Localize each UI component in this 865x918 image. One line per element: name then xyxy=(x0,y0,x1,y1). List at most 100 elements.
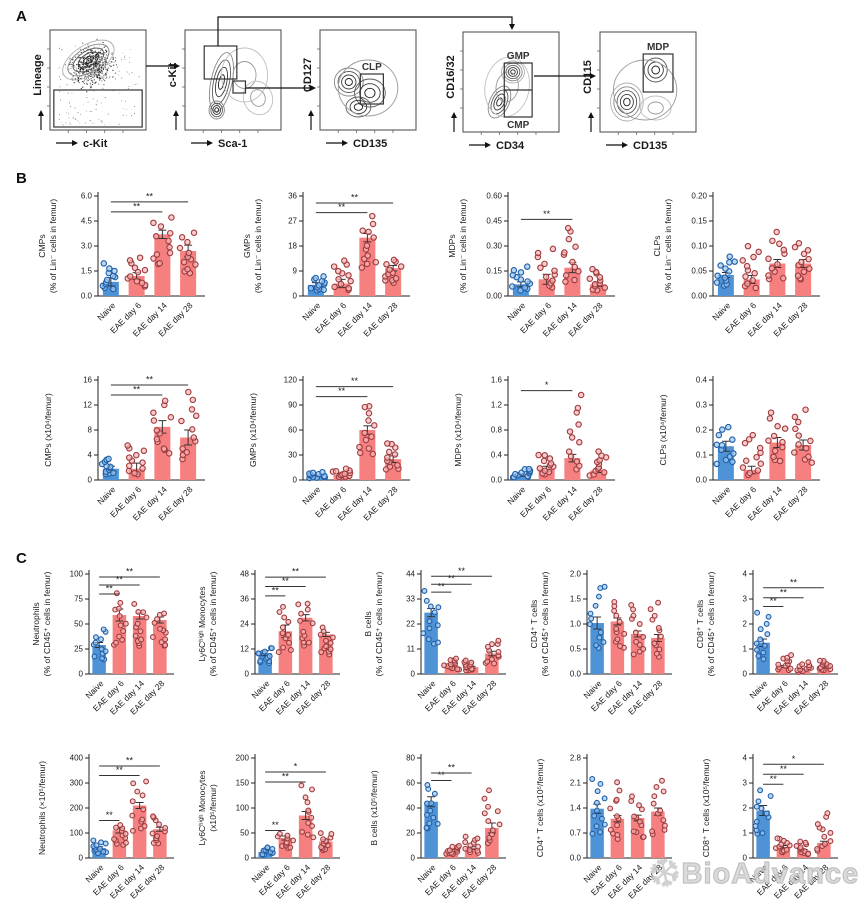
dot xyxy=(268,645,275,652)
dot xyxy=(365,417,372,424)
dot xyxy=(574,404,582,412)
dot xyxy=(726,253,733,260)
y-tick-label: 0 xyxy=(411,670,416,679)
dot xyxy=(750,253,757,261)
dot xyxy=(111,836,118,843)
dot xyxy=(546,455,554,462)
dot xyxy=(364,252,371,259)
dot xyxy=(593,642,600,649)
dot xyxy=(743,262,751,270)
y-tick-label: 0.45 xyxy=(486,217,502,226)
x-tick-label: Naive xyxy=(505,300,527,322)
dot xyxy=(386,266,393,273)
dot xyxy=(742,457,750,464)
dot xyxy=(133,277,141,285)
significance-label: ** xyxy=(272,820,280,830)
y-axis-title: (% of Lin⁻ cells in femur) xyxy=(663,199,673,293)
dot xyxy=(661,822,668,829)
dot xyxy=(753,640,760,647)
dot xyxy=(636,802,642,809)
dot xyxy=(594,788,601,795)
dot xyxy=(130,780,137,787)
dot xyxy=(309,469,317,477)
y-tick-label: 33 xyxy=(406,595,415,604)
significance-label: ** xyxy=(116,575,124,585)
dot xyxy=(521,284,529,291)
dot xyxy=(132,632,139,639)
dot xyxy=(93,842,100,849)
dot xyxy=(139,465,146,472)
dot xyxy=(616,787,623,794)
dot xyxy=(541,467,549,474)
dot xyxy=(660,817,667,824)
dot xyxy=(319,624,326,631)
chart-b-cells-pct: 0 11 22 33 44 B cells (% of CD45⁺ cells in fem… xyxy=(363,566,506,717)
significance-label: ** xyxy=(438,582,446,592)
flow-x-axis-label: c-Kit xyxy=(83,138,108,150)
y-axis-title: (% of CD45⁺ cells in femur) xyxy=(42,571,52,676)
dot xyxy=(117,622,124,629)
chart-cd4-t-cells-abs: 0.0 0.7 1.4 2.1 2.8 CD4⁺ T cells (x10⁵/femur)… xyxy=(535,754,672,901)
dot xyxy=(657,633,664,640)
dot xyxy=(489,827,496,834)
dot xyxy=(596,274,604,281)
y-tick-label: 0.0 xyxy=(696,476,708,485)
dot xyxy=(524,278,531,285)
y-axis-title: (% of Lin⁻ cells in femur) xyxy=(253,199,263,293)
significance-label: * xyxy=(545,380,549,390)
dot xyxy=(827,838,834,845)
y-tick-label: 16 xyxy=(83,376,92,385)
y-tick-label: 0 xyxy=(88,476,93,485)
dot xyxy=(787,665,794,672)
dot xyxy=(630,828,637,835)
dot xyxy=(188,406,196,413)
dot xyxy=(601,795,608,802)
y-axis-title: Ly6Cʰⁱᵍʰ Monocytes xyxy=(197,770,207,845)
dot xyxy=(369,212,376,220)
y-tick-label: 4 xyxy=(88,451,93,460)
dot xyxy=(755,248,762,256)
dot xyxy=(134,788,141,795)
dot xyxy=(165,450,173,457)
dot xyxy=(131,264,139,272)
dot xyxy=(91,653,98,660)
y-tick-label: 36 xyxy=(288,192,297,201)
dot xyxy=(628,798,635,805)
y-tick-label: 24 xyxy=(240,620,249,629)
panel-b-label: B xyxy=(16,170,27,187)
dot xyxy=(280,603,286,610)
dot xyxy=(824,810,831,817)
y-axis-title: CMPs (x10⁴/femur) xyxy=(43,393,53,467)
dot xyxy=(597,629,604,636)
y-tick-label: 12 xyxy=(83,401,92,410)
dot xyxy=(384,454,391,461)
gate xyxy=(203,45,238,80)
dot xyxy=(713,279,721,286)
dot xyxy=(792,425,799,433)
dot xyxy=(385,448,393,456)
dot xyxy=(651,793,658,800)
y-tick-label: 0.20 xyxy=(691,192,707,201)
data-points xyxy=(99,214,199,293)
dot xyxy=(123,839,129,846)
dot xyxy=(742,273,749,280)
dot xyxy=(113,824,119,831)
panel-c-row-percent: 0 25 50 75 100 Neutrophils (% of CD45⁺ cells i… xyxy=(26,562,856,734)
dot xyxy=(821,833,828,840)
x-tick-label: Naive xyxy=(710,484,732,506)
dot xyxy=(116,605,122,612)
dot xyxy=(358,264,366,271)
y-axis-title: B cells xyxy=(363,611,373,636)
y-tick-label: 0.15 xyxy=(691,217,707,226)
dot xyxy=(763,620,770,627)
dot xyxy=(647,606,654,613)
dot xyxy=(423,824,430,831)
dot xyxy=(814,846,821,852)
dot xyxy=(568,434,576,441)
dot xyxy=(569,258,576,266)
data-points xyxy=(90,778,169,857)
